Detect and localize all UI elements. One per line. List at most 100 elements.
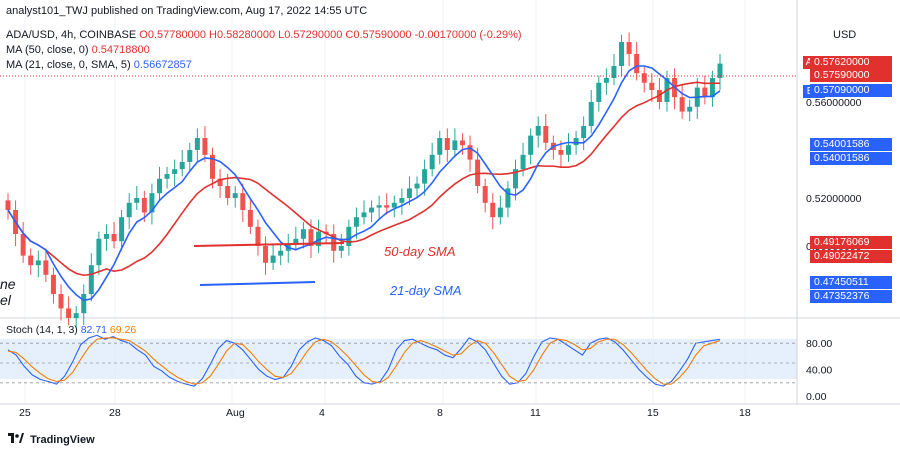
candle-body xyxy=(581,126,587,138)
candle-body xyxy=(202,138,208,155)
time-axis-ticks: 25 28 Aug 4 8 11 15 18 xyxy=(19,407,751,419)
sma50-annotation: 50-day SMA xyxy=(384,244,456,259)
candle-body xyxy=(459,140,465,146)
grid xyxy=(24,0,746,404)
candle-body xyxy=(535,126,541,136)
symbol-line: ADA/USD, 4h, COINBASE O0.57780000 H0.582… xyxy=(6,29,522,41)
candle-body xyxy=(5,200,11,210)
price-tag: 0.57590000 xyxy=(810,69,892,82)
price-tick-label: 0.56000000 xyxy=(806,97,862,109)
candle-body xyxy=(58,294,64,309)
stoch-tick-label: 40.00 xyxy=(806,365,832,377)
candle-body xyxy=(225,186,231,198)
price-tag: 0.47352376 xyxy=(810,290,892,303)
price-tag: 0.49022472 xyxy=(810,250,892,263)
stoch-tick-label: 0.00 xyxy=(806,391,827,403)
candle-body xyxy=(172,169,178,174)
candle-body xyxy=(384,205,390,208)
candle-body xyxy=(210,154,216,179)
candle-body xyxy=(626,42,632,54)
candle-body xyxy=(300,229,306,239)
sma50-annotation-line xyxy=(193,242,345,247)
ma50-label: MA (50, close, 0) xyxy=(6,44,89,56)
candle-body xyxy=(293,238,299,244)
ma21-legend: MA (21, close, 0, SMA, 5) 0.56672857 xyxy=(6,59,192,71)
time-tick-label: 15 xyxy=(647,407,659,419)
candle-body xyxy=(179,162,185,170)
sma21-annotation: 21-day SMA xyxy=(390,283,462,298)
footer-brand[interactable]: TradingView xyxy=(8,433,95,446)
candle-body xyxy=(96,238,102,266)
candles xyxy=(5,32,723,328)
stoch-label: Stoch (14, 1, 3) xyxy=(6,324,78,336)
candle-body xyxy=(717,63,723,78)
price-tag: 0.47450511 xyxy=(810,276,892,289)
candle-body xyxy=(369,207,375,213)
candle-body xyxy=(497,207,503,218)
price-tag: 0.57620000 xyxy=(810,56,892,69)
candle-body xyxy=(103,234,109,239)
candle-body xyxy=(111,234,117,242)
stoch-tick-label: 80.00 xyxy=(806,338,832,350)
ma21-label: MA (21, close, 0, SMA, 5) xyxy=(6,59,131,71)
candle-body xyxy=(376,205,382,208)
candle-body xyxy=(88,265,94,294)
candle-body xyxy=(444,138,450,150)
candle-body xyxy=(141,198,147,213)
candle-body xyxy=(50,274,56,294)
candle-body xyxy=(634,54,640,74)
symbol-label: ADA/USD, 4h, COINBASE xyxy=(6,29,137,41)
candle-body xyxy=(512,169,518,189)
candle-body xyxy=(422,169,428,184)
time-tick-label: 28 xyxy=(109,407,121,419)
candle-body xyxy=(603,78,609,83)
candle-body xyxy=(28,255,34,266)
candle-body xyxy=(247,210,253,227)
candle-body xyxy=(702,87,708,98)
candle-body xyxy=(149,193,155,213)
price-tag: 0.49176069 xyxy=(810,236,892,249)
candle-body xyxy=(232,193,238,198)
candle-body xyxy=(164,174,170,179)
candle-body xyxy=(278,250,284,256)
time-tick-label: 18 xyxy=(739,407,751,419)
candle-body xyxy=(391,202,397,208)
ma21-value: 0.56672857 xyxy=(133,59,192,71)
candle-body xyxy=(452,140,458,150)
candle-body xyxy=(119,217,125,242)
price-tag: 0.54001586 xyxy=(810,152,892,165)
candle-body xyxy=(429,154,435,170)
left-edge-text-2: el xyxy=(0,292,11,308)
price-tick-label: 0.52000000 xyxy=(806,193,862,205)
time-tick-label: 11 xyxy=(530,407,541,419)
ohlc-values: O0.57780000 H0.58280000 L0.57290000 C0.5… xyxy=(139,29,412,41)
candle-body xyxy=(263,246,269,263)
stoch-d-value: 69.26 xyxy=(109,324,137,336)
sma21-annotation-line xyxy=(199,281,316,286)
candle-body xyxy=(361,212,367,218)
price-tag: 0.57090000 xyxy=(810,84,892,97)
candle-body xyxy=(406,188,412,198)
candle-body xyxy=(217,178,223,186)
stoch-d-line xyxy=(7,337,721,385)
stoch-axis-ticks: 80.00 40.00 0.00 xyxy=(806,338,832,403)
stoch-k-value: 82.71 xyxy=(80,324,107,336)
ma50-line xyxy=(7,81,721,277)
time-tick-label: Aug xyxy=(226,407,245,419)
candle-body xyxy=(505,188,511,208)
time-tick-label: 8 xyxy=(437,407,443,419)
candle-body xyxy=(156,178,162,194)
price-change: -0.00170000 (-0.29%) xyxy=(414,29,522,41)
candle-body xyxy=(520,154,526,170)
candle-body xyxy=(709,78,715,98)
candle-body xyxy=(490,202,496,218)
candle-body xyxy=(399,198,405,203)
stoch-lines xyxy=(0,334,797,387)
candle-body xyxy=(558,150,564,155)
candle-body xyxy=(134,198,140,203)
candle-body xyxy=(566,145,572,155)
footer-text: TradingView xyxy=(30,434,95,446)
candle-body xyxy=(270,255,276,263)
